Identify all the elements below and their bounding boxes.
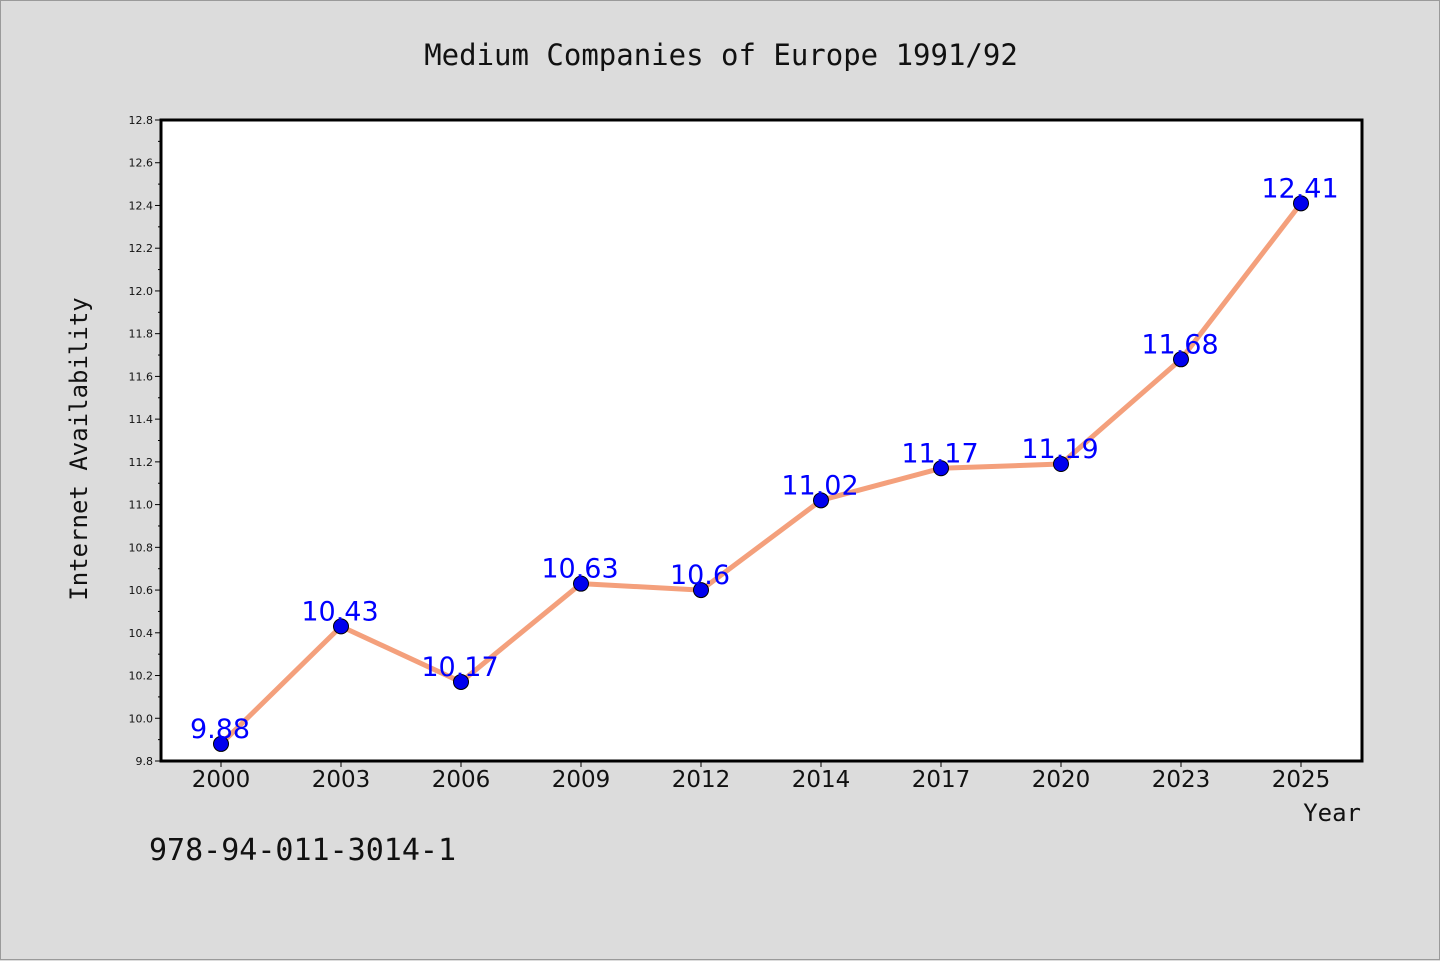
x-axis-label: Year — [1303, 799, 1361, 827]
y-tick-label: 12.6 — [129, 157, 154, 170]
x-tick-label: 2023 — [1152, 767, 1211, 793]
data-point — [453, 673, 469, 690]
y-tick-label: 12.2 — [129, 242, 154, 255]
data-label: 11.68 — [1141, 329, 1218, 360]
y-tick-label: 11.8 — [129, 328, 154, 341]
y-axis: 9.8 10.0 10.2 10.4 10.6 10.8 11.0 11.2 11.4 11.6 1… — [129, 114, 161, 768]
x-tick-label: 2006 — [432, 767, 491, 793]
data-label: 9.88 — [190, 714, 250, 745]
y-tick-label: 10.4 — [129, 627, 154, 640]
y-tick-label: 10.8 — [129, 541, 154, 554]
y-tick-label: 11.2 — [129, 456, 154, 469]
x-tick-label: 2000 — [192, 767, 251, 793]
data-label: 10.43 — [301, 596, 378, 627]
x-tick-label: 2003 — [312, 767, 371, 793]
data-point — [933, 460, 949, 477]
data-point — [333, 618, 349, 635]
chart-title: Medium Companies of Europe 1991/92 — [424, 38, 1018, 72]
plot-area — [159, 118, 1364, 763]
footer-code: 978-94-011-3014-1 — [149, 833, 457, 868]
x-tick-label: 2014 — [792, 767, 851, 793]
data-label: 11.17 — [901, 438, 978, 469]
data-point — [1293, 195, 1309, 212]
y-axis-label: Internet Availability — [65, 297, 93, 600]
y-tick-label: 12.8 — [129, 114, 154, 127]
x-tick-label: 2012 — [672, 767, 731, 793]
data-label: 11.02 — [781, 470, 858, 501]
x-axis: 2000 2003 2006 2009 2012 2014 2017 2020 2023 2025 — [192, 761, 1331, 793]
data-markers — [213, 195, 1309, 752]
x-tick-label: 2025 — [1272, 767, 1331, 793]
data-point — [1173, 351, 1189, 368]
data-point — [573, 575, 589, 592]
data-label: 10.63 — [541, 554, 618, 585]
x-tick-label: 2009 — [552, 767, 611, 793]
y-tick-label: 11.4 — [129, 413, 154, 426]
data-label: 11.19 — [1021, 434, 1098, 465]
data-point — [1053, 456, 1069, 473]
data-label: 10.17 — [421, 652, 498, 683]
y-tick-label: 11.6 — [129, 370, 154, 383]
series-line — [218, 200, 1304, 747]
y-tick-label: 11.0 — [129, 499, 154, 512]
data-point — [213, 735, 229, 752]
data-label: 12.41 — [1261, 173, 1338, 204]
data-label: 10.6 — [670, 560, 730, 591]
y-tick-label: 12.0 — [129, 285, 154, 298]
y-tick-label: 10.0 — [129, 712, 154, 725]
y-tick-label: 10.2 — [129, 670, 154, 683]
y-tick-label: 10.6 — [129, 584, 154, 597]
data-point — [693, 582, 709, 599]
data-point — [813, 492, 829, 509]
x-tick-label: 2020 — [1032, 767, 1091, 793]
y-tick-label: 9.8 — [136, 755, 154, 768]
series-line-group — [218, 200, 1304, 747]
y-tick-label: 12.4 — [129, 199, 154, 212]
data-labels: 9.88 10.43 10.17 10.63 10.6 11.02 11.17 11.19 11… — [190, 173, 1339, 745]
x-tick-label: 2017 — [912, 767, 971, 793]
